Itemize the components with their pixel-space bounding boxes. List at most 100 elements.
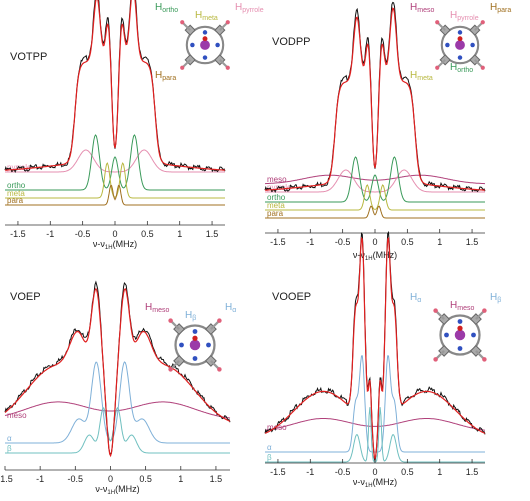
- h-atom: [180, 20, 185, 25]
- oxygen-atom: [457, 36, 463, 42]
- x-tick-label: 0: [372, 237, 377, 247]
- nitrogen-atom: [192, 329, 198, 334]
- x-tick-label: -1.5: [270, 467, 286, 477]
- molecule-label: Hα: [410, 292, 421, 304]
- simulated-spectrum: [264, 236, 486, 459]
- substituent-bond: [474, 22, 483, 31]
- substituent-bond: [437, 59, 446, 68]
- substituent-bond: [475, 310, 485, 320]
- molecule-label: Hmeta: [410, 70, 433, 82]
- component-α: [5, 361, 230, 444]
- nitrogen-atom: [457, 55, 463, 60]
- nitrogen-atom: [202, 55, 208, 60]
- porphyrin-ring: [439, 314, 481, 356]
- component-label-α: α: [7, 434, 12, 443]
- h-atom: [180, 65, 185, 70]
- x-tick-label: 0: [372, 467, 377, 477]
- component-ortho: [265, 156, 485, 203]
- component-meso: [265, 174, 485, 185]
- h-atom: [482, 308, 487, 313]
- x-tick-label: -1.5: [10, 229, 26, 239]
- vanadium-atom: [200, 40, 210, 50]
- substituent-bond: [182, 22, 191, 31]
- molecule-label: Hpara: [490, 2, 511, 14]
- component-label-α: α: [267, 443, 272, 452]
- component-label-meso: meso: [267, 423, 287, 432]
- x-tick-label: 1.5: [206, 229, 219, 239]
- vanadium-atom: [455, 40, 465, 50]
- substituent-bond: [437, 22, 446, 31]
- x-tick-label: -0.5: [335, 237, 351, 247]
- component-label-ortho: ortho: [267, 193, 286, 202]
- component-pyrrole: [5, 149, 225, 173]
- component-label-meso: meso: [7, 411, 27, 420]
- x-axis-label: ν-ν1H(MHz): [95, 484, 139, 496]
- substituent-bond: [210, 320, 220, 330]
- h-atom: [225, 20, 230, 25]
- molecule-structure: [180, 20, 230, 70]
- x-tick-label: -1: [306, 467, 314, 477]
- panel-title: VODPP: [272, 36, 311, 48]
- x-tick-label: -1: [306, 237, 314, 247]
- x-tick-label: -1.5: [0, 474, 13, 484]
- nitrogen-atom: [190, 42, 195, 48]
- molecule-label: Hβ: [490, 292, 501, 304]
- component-label-β: β: [7, 444, 12, 453]
- molecule-structure: [433, 308, 487, 362]
- panel-title: VOTPP: [10, 51, 47, 63]
- component-pyrrole: [265, 169, 485, 193]
- h-atom: [168, 367, 173, 372]
- h-atom: [482, 357, 487, 362]
- nitrogen-atom: [457, 30, 463, 35]
- h-atom: [217, 367, 222, 372]
- x-tick-label: -1.5: [270, 237, 286, 247]
- porphyrin-ring: [185, 25, 225, 65]
- x-tick-label: 1: [177, 229, 182, 239]
- x-tick-label: -1: [46, 229, 54, 239]
- vanadium-atom: [454, 329, 466, 341]
- substituent-bond: [170, 360, 180, 370]
- nitrogen-atom: [457, 319, 463, 324]
- x-tick-label: 1.5: [466, 237, 479, 247]
- x-tick-label: 0.5: [401, 467, 414, 477]
- molecule-label: Hortho: [155, 2, 178, 14]
- substituent-bond: [219, 59, 228, 68]
- h-atom: [433, 357, 438, 362]
- panel-title: VOEP: [10, 291, 41, 303]
- component-label-para: para: [267, 209, 284, 218]
- substituent-bond: [435, 310, 445, 320]
- x-tick-label: 1: [437, 467, 442, 477]
- x-tick-label: 0.5: [141, 229, 154, 239]
- x-axis-label: ν-ν1H(MHz): [93, 239, 137, 251]
- nitrogen-atom: [471, 332, 476, 338]
- x-tick-label: 1: [178, 474, 183, 484]
- experimental-spectrum: [264, 1, 486, 193]
- component-label-ortho: ortho: [7, 181, 26, 190]
- porphyrin-ring: [440, 25, 480, 65]
- simulated-spectrum: [264, 7, 486, 191]
- h-atom: [225, 65, 230, 70]
- oxygen-atom: [202, 36, 208, 42]
- component-meso: [264, 418, 486, 431]
- nitrogen-atom: [457, 346, 463, 351]
- component-para: [5, 184, 225, 206]
- substituent-bond: [210, 360, 220, 370]
- component-label-meta: meta: [7, 189, 25, 198]
- molecule-label: Hα: [225, 302, 236, 314]
- component-label-β: β: [267, 453, 272, 462]
- h-atom: [433, 308, 438, 313]
- x-tick-label: -0.5: [68, 474, 84, 484]
- molecule-label: Hpyrrole: [450, 10, 479, 22]
- molecule-label: Hβ: [185, 310, 196, 322]
- component-label-meta: meta: [267, 201, 285, 210]
- h-atom: [480, 20, 485, 25]
- h-atom: [435, 65, 440, 70]
- vanadium-atom: [189, 339, 201, 351]
- x-tick-label: 1.5: [210, 474, 223, 484]
- molecule-label: Hmeso: [145, 302, 169, 314]
- component-β: [5, 406, 230, 454]
- panel-vooep: VOOEP Hα Hmeso Hβ meso αβ -1.5 -1 -0.5 0 0.5 1 1.5 ν-…: [264, 230, 501, 489]
- substituent-bond: [474, 59, 483, 68]
- substituent-bond: [475, 350, 485, 360]
